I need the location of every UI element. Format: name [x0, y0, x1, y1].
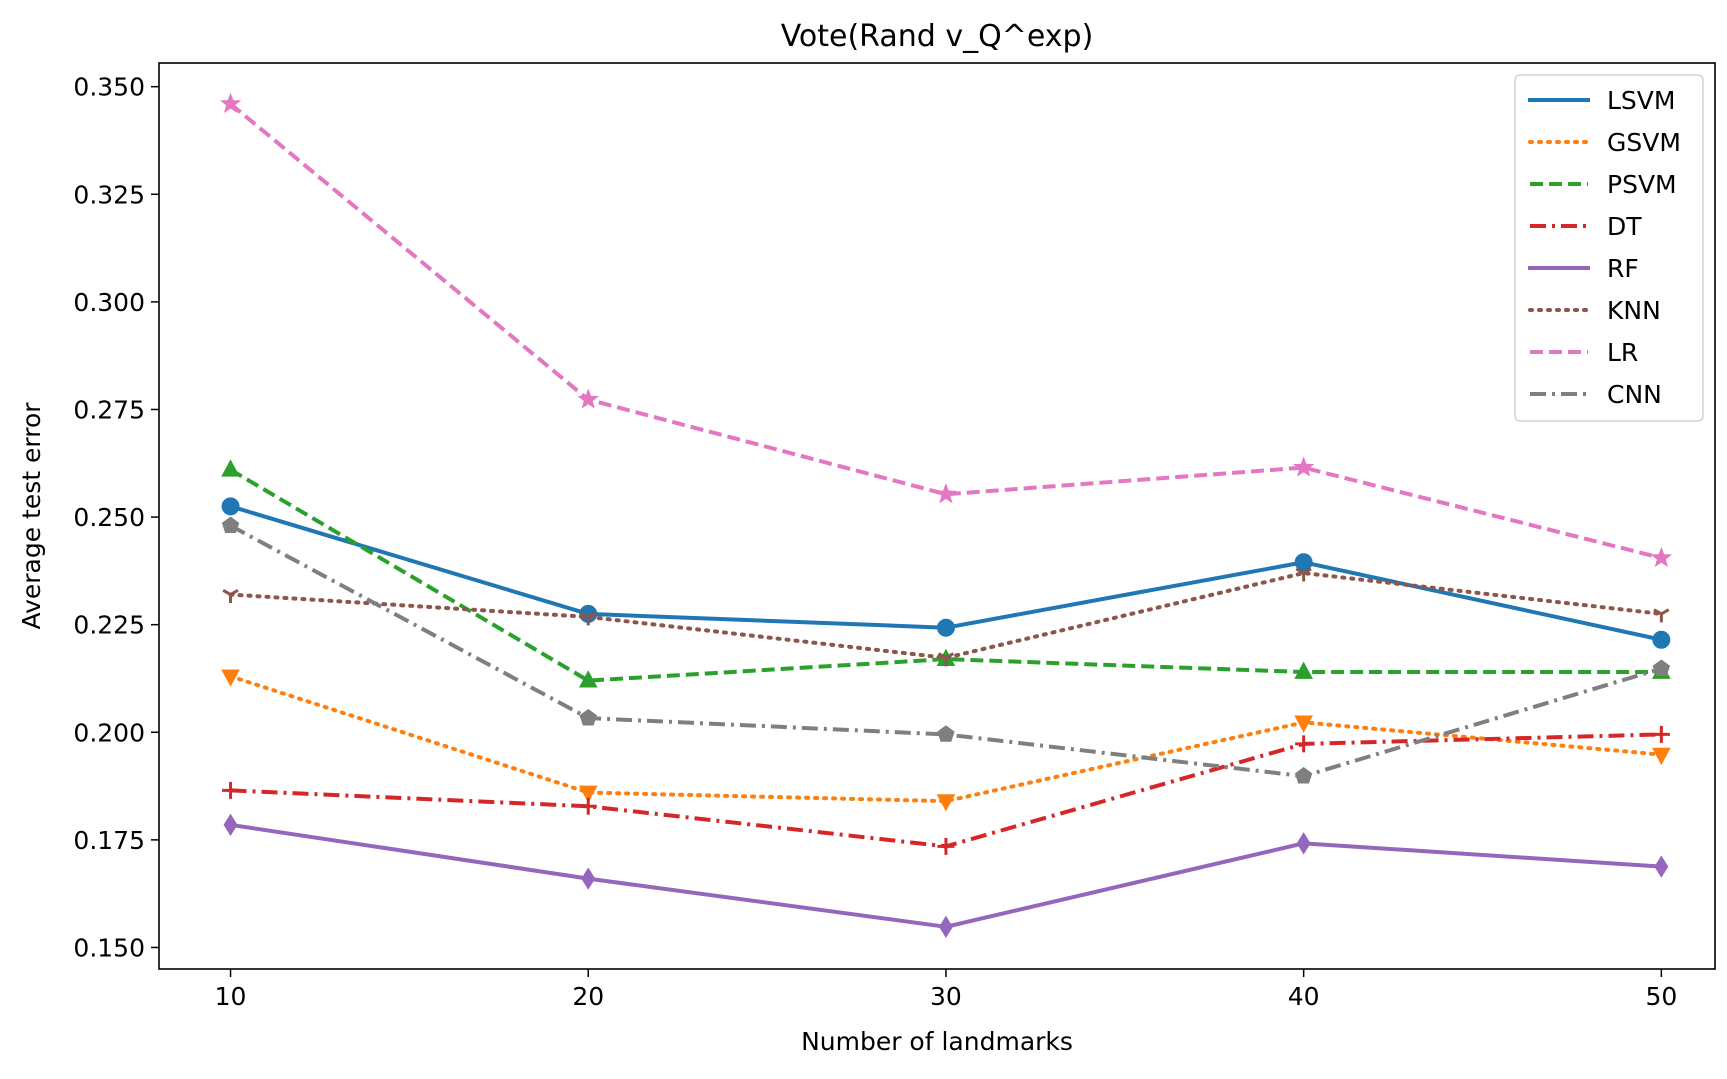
chart-title: Vote(Rand v_Q^exp) [781, 19, 1094, 54]
data-point-lsvm [936, 618, 955, 637]
series-line-cnn [229, 523, 1662, 779]
data-point-rf [1296, 832, 1311, 855]
legend-label-knn: KNN [1607, 296, 1661, 325]
y-tick-label: 0.225 [73, 611, 145, 640]
x-tick-label: 50 [1645, 982, 1677, 1011]
series-gsvm [221, 669, 1671, 812]
x-tick-label: 10 [215, 982, 247, 1011]
data-point-gsvm [221, 669, 240, 687]
data-point-rf [223, 813, 238, 836]
x-tick-label: 20 [572, 982, 604, 1011]
data-point-knn [222, 588, 239, 604]
data-point-lsvm [1652, 630, 1671, 649]
data-point-rf [938, 915, 953, 938]
data-point-lr [935, 483, 957, 504]
y-tick-label: 0.275 [73, 395, 145, 424]
y-tick-label: 0.175 [73, 826, 145, 855]
legend-box [1514, 74, 1704, 422]
series-cnn [221, 516, 1671, 784]
data-point-knn [1653, 608, 1670, 623]
data-point-rf [581, 867, 596, 890]
series-layer [219, 92, 1673, 938]
legend-label-lr: LR [1607, 338, 1638, 367]
data-point-gsvm [1294, 715, 1313, 733]
y-tick-label: 0.250 [73, 503, 145, 532]
data-point-gsvm [1652, 747, 1671, 766]
series-rf [223, 813, 1669, 938]
legend-label-lsvm: LSVM [1607, 86, 1675, 115]
series-line-dt [230, 732, 1662, 849]
data-point-gsvm [936, 794, 956, 812]
data-point-gsvm [578, 785, 598, 803]
data-point-lr [1292, 456, 1315, 477]
data-point-lsvm [221, 497, 240, 516]
series-line-knn [228, 571, 1664, 660]
data-point-psvm [578, 670, 598, 688]
data-point-lr [219, 92, 242, 113]
series-dt [222, 725, 1670, 855]
legend: LSVM GSVM PSVM DT RF KNN LR CNN [1514, 74, 1704, 422]
data-point-psvm [221, 459, 240, 477]
x-tick-label: 40 [1288, 982, 1320, 1011]
series-line-gsvm [228, 674, 1664, 804]
y-tick-label: 0.150 [73, 933, 145, 962]
data-point-dt [579, 797, 597, 815]
y-tick-label: 0.200 [73, 718, 145, 747]
legend-label-psvm: PSVM [1607, 170, 1677, 199]
data-point-cnn [579, 708, 597, 726]
legend-label-dt: DT [1607, 212, 1642, 241]
y-tick-label: 0.300 [73, 288, 145, 317]
plot-frame [158, 62, 1716, 970]
legend-label-cnn: CNN [1607, 380, 1662, 409]
data-point-cnn [1652, 659, 1671, 676]
data-point-cnn [1294, 767, 1313, 784]
series-knn [222, 567, 1670, 667]
data-point-rf [1654, 855, 1669, 878]
x-axis-label: Number of landmarks [801, 1027, 1073, 1056]
data-point-cnn [221, 516, 240, 534]
x-tick-label: 30 [930, 982, 962, 1011]
data-point-knn [937, 652, 955, 667]
series-line-lr [229, 102, 1662, 560]
legend-label-rf: RF [1607, 254, 1639, 283]
series-lsvm [221, 497, 1671, 649]
data-point-dt [1295, 735, 1313, 753]
y-axis-label: Average test error [17, 402, 46, 630]
data-point-lr [577, 388, 599, 409]
data-point-dt [222, 781, 240, 799]
y-tick-label: 0.325 [73, 180, 145, 209]
series-line-psvm [229, 468, 1662, 683]
data-point-knn [580, 611, 597, 626]
y-axis-ticks: 0.150 0.175 0.200 0.225 0.250 0.275 0.300 0.325… [73, 73, 159, 962]
x-axis-ticks: 10 20 30 40 50 [215, 969, 1677, 1011]
data-point-knn [1295, 567, 1312, 582]
data-point-dt [1652, 725, 1670, 743]
y-tick-label: 0.350 [73, 73, 145, 102]
data-point-cnn [937, 725, 955, 742]
data-point-lr [1650, 546, 1673, 568]
data-point-lsvm [1294, 553, 1313, 572]
data-point-psvm [1294, 661, 1313, 679]
data-point-dt [937, 837, 955, 855]
series-lr [219, 92, 1673, 568]
legend-label-gsvm: GSVM [1607, 128, 1681, 157]
